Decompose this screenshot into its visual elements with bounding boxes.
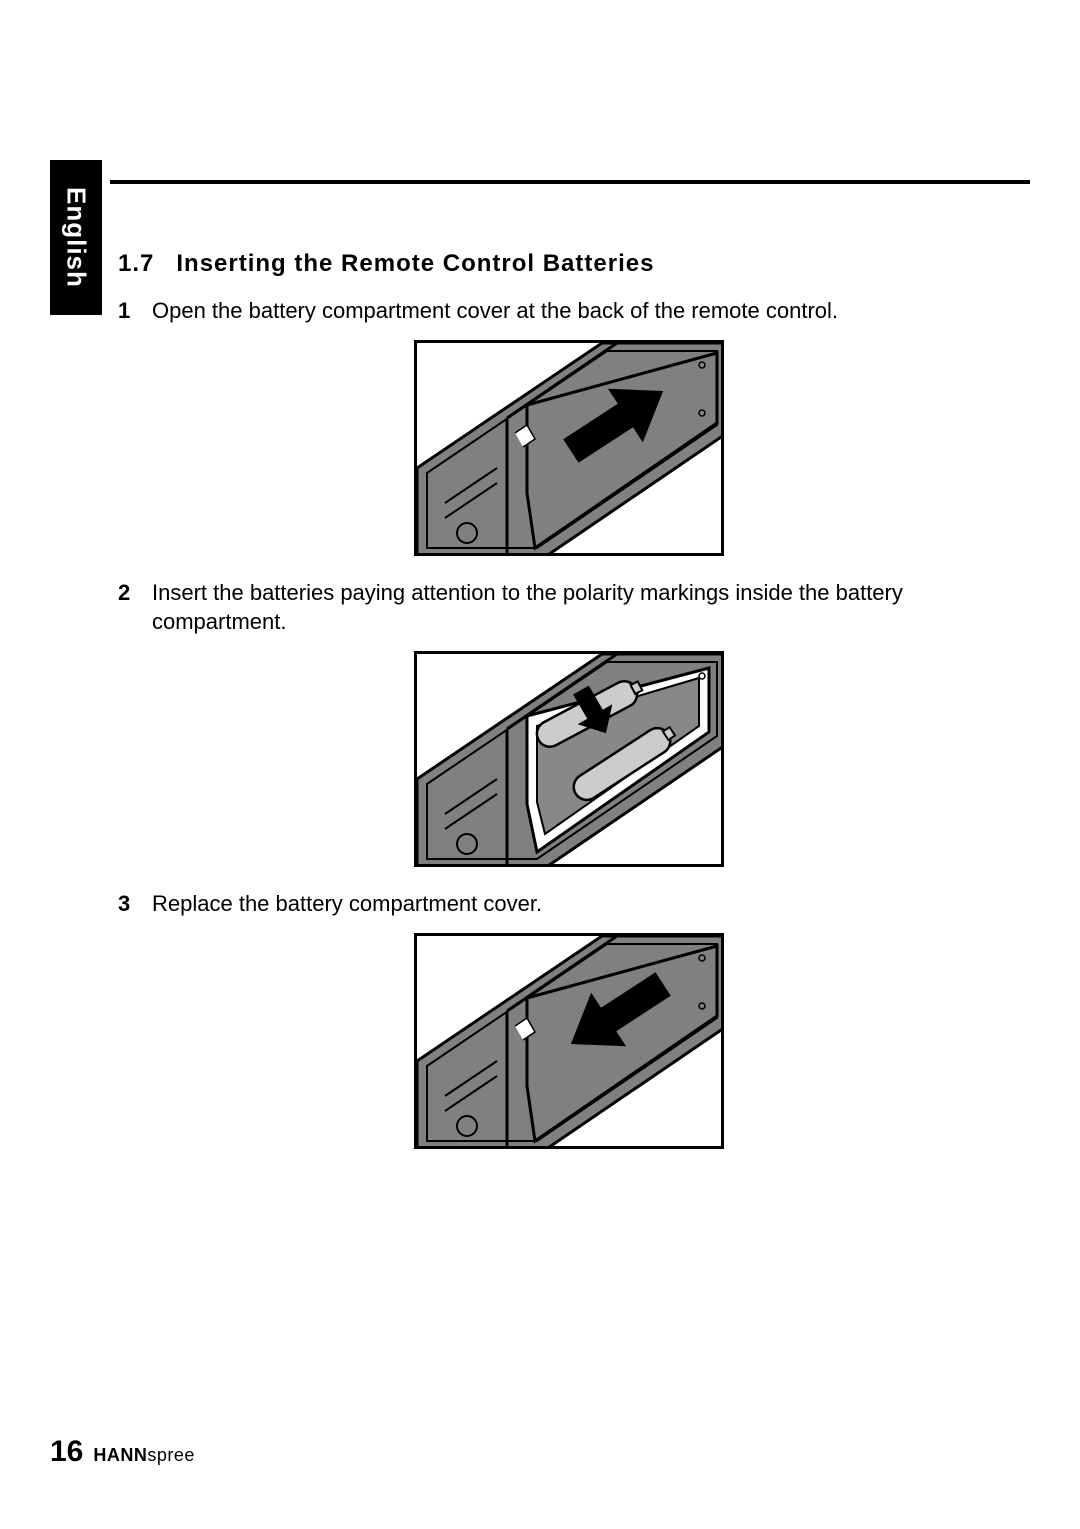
language-tab: English [50,160,102,315]
section-number: 1.7 [118,250,154,278]
figure-container [118,340,1020,556]
language-tab-label: English [61,187,92,288]
remote-replace-cover-icon [417,936,724,1149]
step-number: 3 [118,889,134,919]
page-footer: 16 HANNspree [50,1435,195,1469]
brand-logo: HANNspree [93,1445,195,1466]
page-number: 16 [50,1435,83,1469]
figure-insert-batteries [414,651,724,867]
section-heading: 1.7 Inserting the Remote Control Batterie… [118,250,1020,278]
content-area: 1.7 Inserting the Remote Control Batterie… [118,250,1020,1171]
remote-insert-batteries-icon [417,654,724,867]
step-text: Replace the battery compartment cover. [152,889,542,919]
figure-container [118,651,1020,867]
remote-open-cover-icon [417,343,724,556]
step-number: 1 [118,296,134,326]
step-item: 2 Insert the batteries paying attention … [118,578,1020,637]
step-item: 1 Open the battery compartment cover at … [118,296,1020,326]
step-text: Insert the batteries paying attention to… [152,578,1020,637]
step-item: 3 Replace the battery compartment cover. [118,889,1020,919]
top-rule [110,180,1030,184]
brand-light: spree [147,1445,195,1465]
figure-replace-cover [414,933,724,1149]
manual-page: English 1.7 Inserting the Remote Control … [50,50,1030,1479]
figure-open-cover [414,340,724,556]
step-number: 2 [118,578,134,637]
brand-bold: HANN [93,1445,147,1465]
step-text: Open the battery compartment cover at th… [152,296,838,326]
figure-container [118,933,1020,1149]
section-title-text: Inserting the Remote Control Batteries [176,250,654,277]
